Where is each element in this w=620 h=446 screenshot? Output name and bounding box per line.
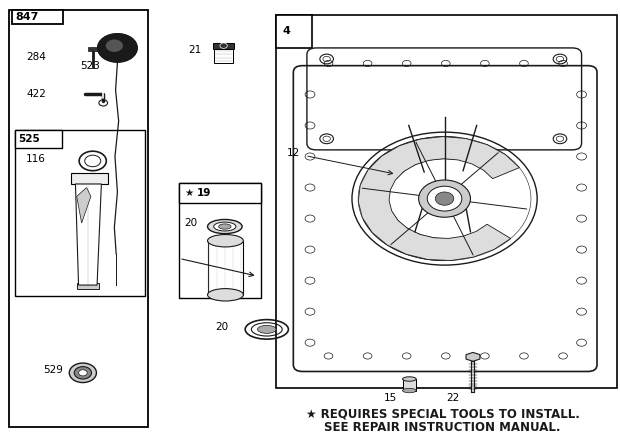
Circle shape (418, 180, 471, 217)
Ellipse shape (208, 219, 242, 234)
Ellipse shape (208, 235, 243, 247)
Text: 19: 19 (197, 188, 211, 198)
Text: 12: 12 (287, 148, 301, 158)
Text: 525: 525 (18, 134, 40, 144)
FancyBboxPatch shape (293, 66, 597, 372)
Text: SEE REPAIR INSTRUCTION MANUAL.: SEE REPAIR INSTRUCTION MANUAL. (324, 421, 561, 434)
Bar (12, 10, 63, 24)
Bar (179, 183, 260, 203)
Bar (276, 15, 312, 48)
Text: 4: 4 (282, 26, 290, 36)
Polygon shape (370, 136, 459, 179)
Bar (215, 49, 233, 62)
Ellipse shape (219, 224, 231, 229)
Bar (213, 44, 234, 49)
Circle shape (105, 40, 123, 52)
Bar (15, 130, 62, 148)
Bar (77, 283, 99, 289)
Text: 22: 22 (446, 392, 459, 403)
Polygon shape (77, 187, 91, 223)
Polygon shape (358, 136, 520, 260)
Ellipse shape (402, 377, 416, 381)
Ellipse shape (257, 326, 276, 333)
Polygon shape (466, 352, 480, 361)
Text: 523: 523 (81, 61, 100, 70)
Polygon shape (88, 47, 98, 51)
Text: 284: 284 (26, 52, 46, 62)
Text: 15: 15 (384, 392, 397, 403)
Text: 116: 116 (26, 154, 46, 164)
Text: 847: 847 (16, 12, 39, 22)
Polygon shape (363, 212, 445, 260)
Circle shape (435, 192, 454, 205)
Bar (9, 10, 148, 427)
Ellipse shape (208, 289, 243, 301)
Text: 21: 21 (188, 45, 201, 55)
Ellipse shape (402, 388, 416, 393)
Text: ★ REQUIRES SPECIAL TOOLS TO INSTALL.: ★ REQUIRES SPECIAL TOOLS TO INSTALL. (306, 407, 580, 420)
Bar (71, 173, 107, 184)
Text: 422: 422 (26, 90, 46, 99)
Bar (276, 15, 618, 388)
Circle shape (98, 34, 137, 62)
Text: 20: 20 (215, 322, 228, 332)
Circle shape (74, 367, 92, 379)
Polygon shape (76, 184, 102, 285)
Bar (15, 130, 144, 296)
Text: ★: ★ (184, 188, 193, 198)
Text: eReplacementParts.com: eReplacementParts.com (278, 220, 465, 235)
Bar (208, 241, 243, 295)
Text: 20: 20 (184, 218, 197, 228)
Text: 529: 529 (43, 365, 63, 375)
Circle shape (427, 186, 462, 211)
Bar (402, 379, 416, 391)
Ellipse shape (214, 222, 236, 231)
Bar (179, 183, 260, 298)
Circle shape (79, 370, 87, 376)
Circle shape (69, 363, 97, 383)
